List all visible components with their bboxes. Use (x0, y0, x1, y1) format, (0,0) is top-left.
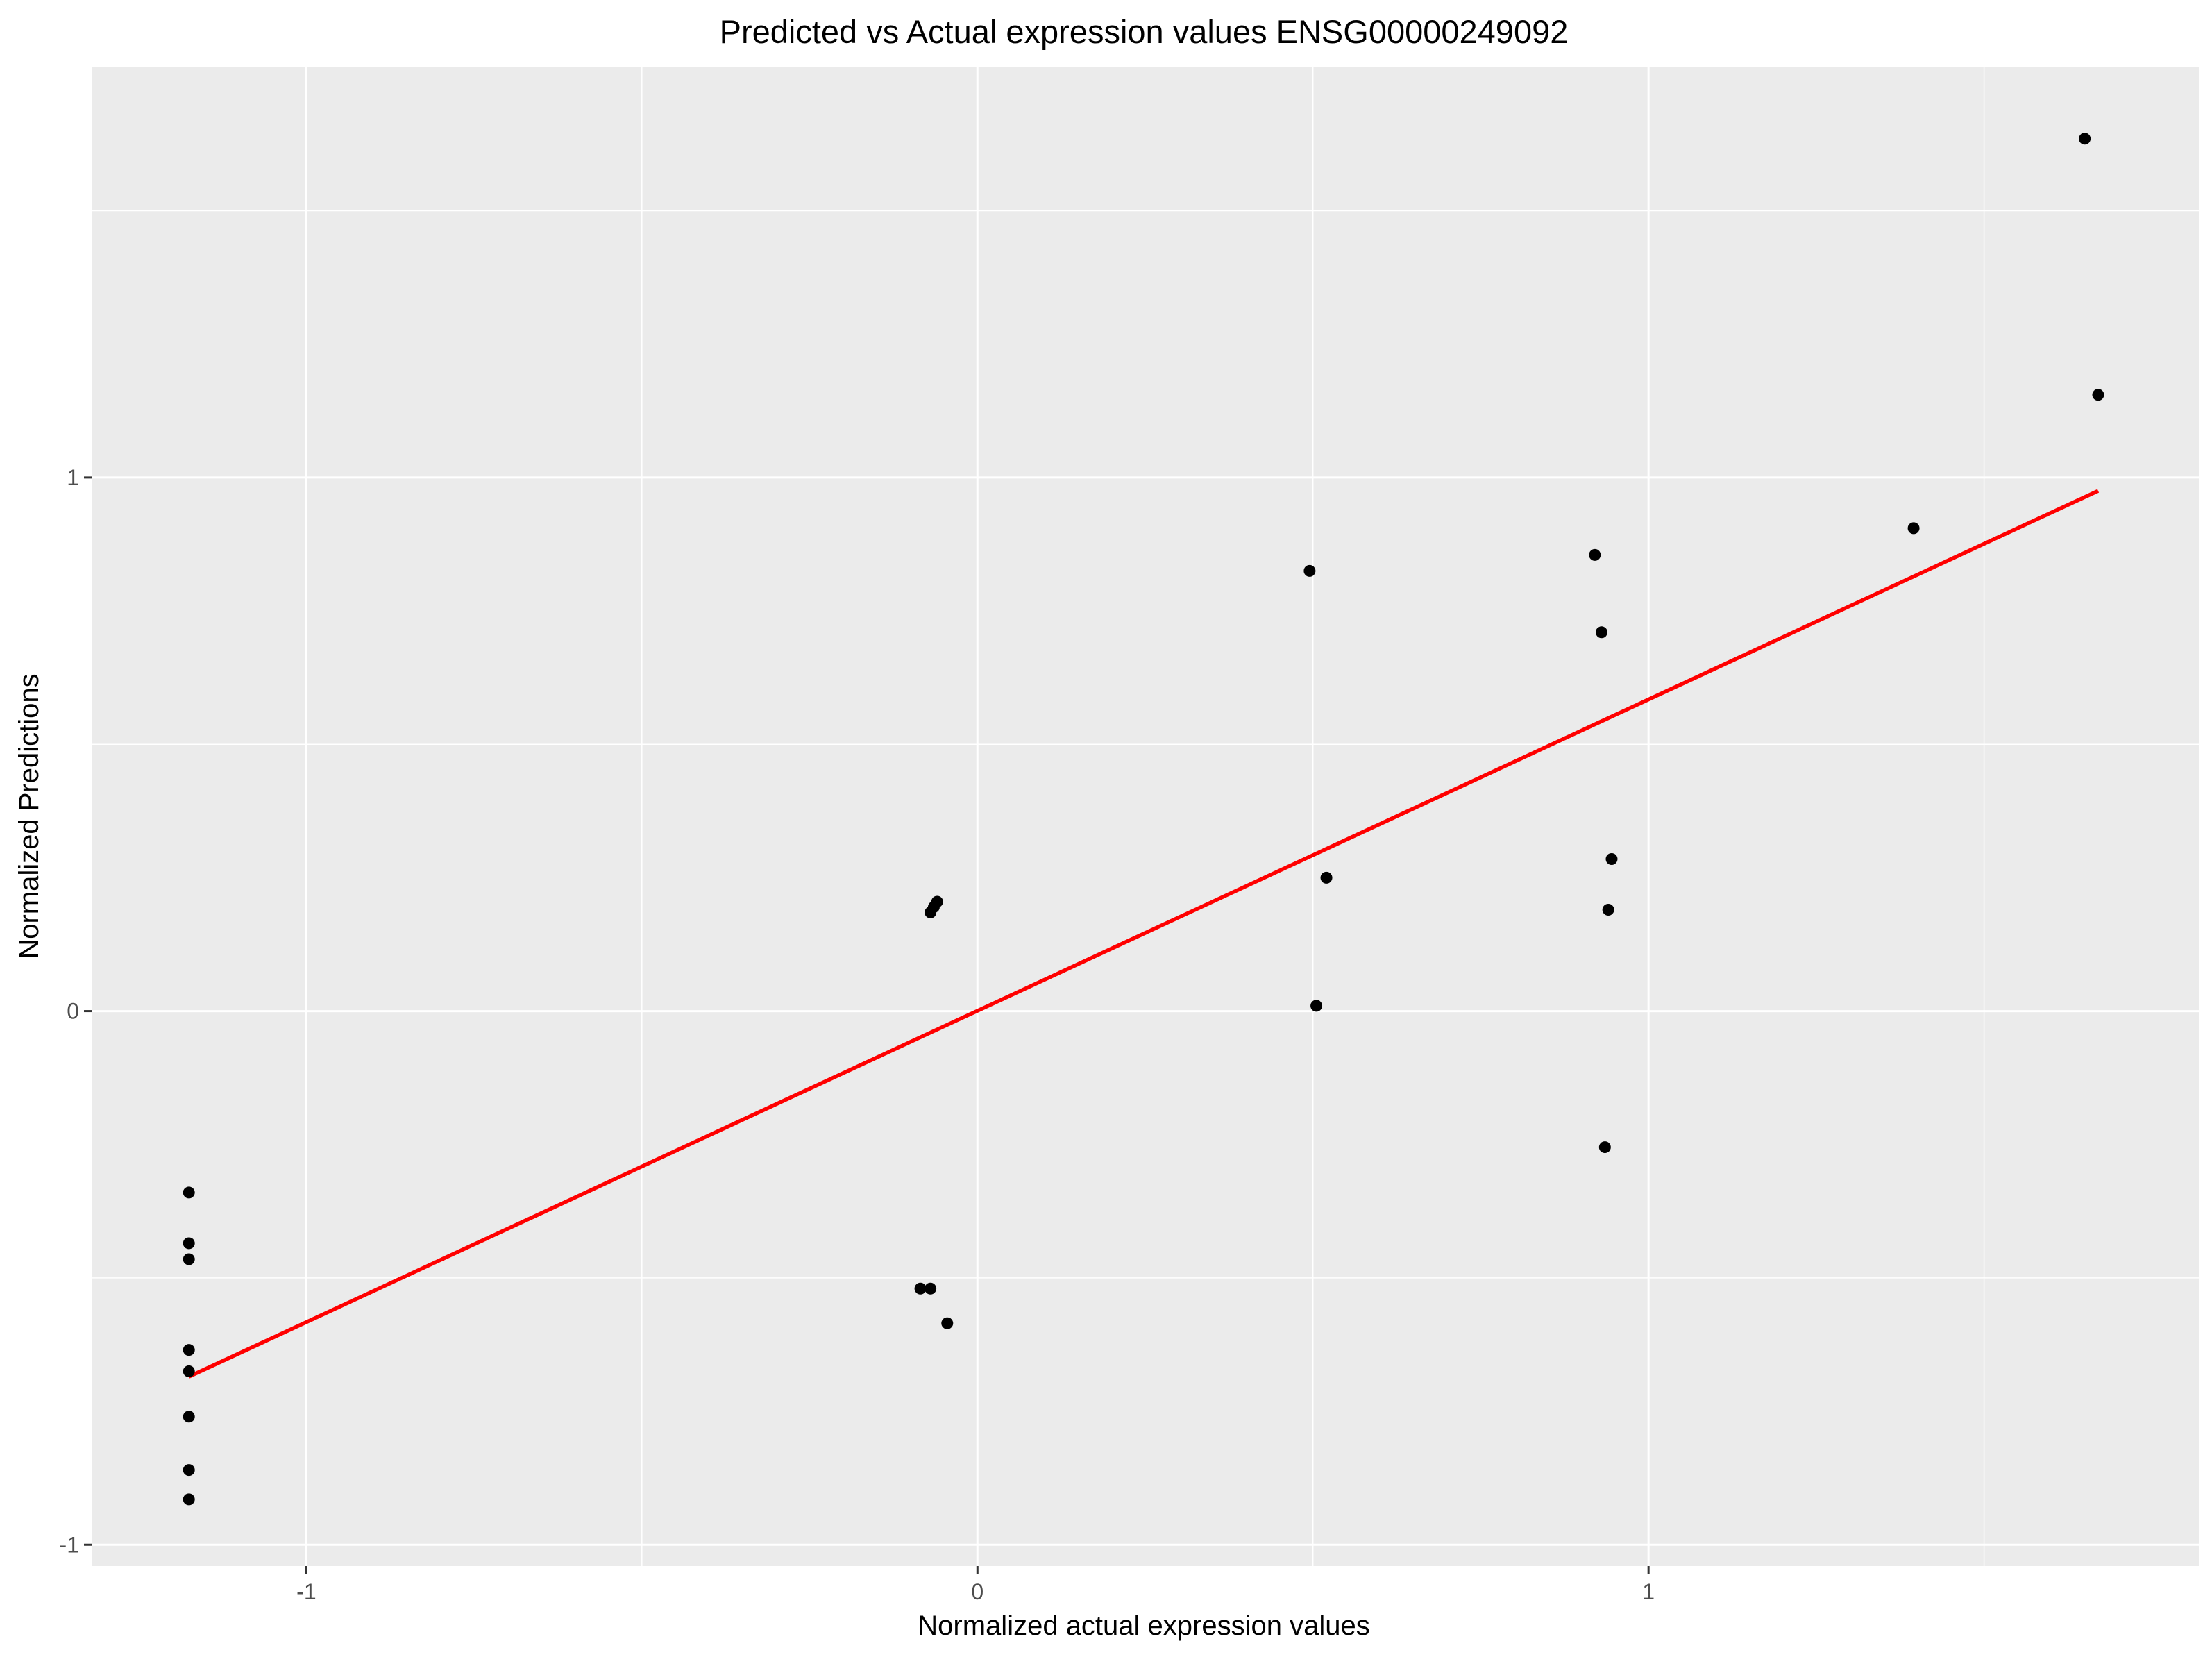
data-point (183, 1253, 195, 1265)
minor-gridlines (92, 67, 2199, 1566)
data-point (925, 1282, 937, 1295)
y-tick-label: 0 (67, 999, 79, 1024)
x-tick-label: 1 (1642, 1579, 1655, 1604)
data-point (1605, 852, 1618, 865)
data-point (2079, 133, 2091, 145)
data-point (1907, 522, 1920, 535)
data-point (931, 895, 943, 908)
data-point (941, 1317, 954, 1329)
regression-line (188, 489, 2100, 1379)
data-point (1310, 1000, 1323, 1012)
data-point (914, 1282, 927, 1295)
data-point (183, 1186, 195, 1199)
data-point (183, 1344, 195, 1356)
data-point (183, 1493, 195, 1506)
data-point (1595, 626, 1607, 639)
data-point (183, 1365, 195, 1377)
data-point (1598, 1141, 1611, 1154)
y-tick-label: 1 (67, 465, 79, 490)
data-point (2092, 389, 2104, 401)
x-tick-label: 0 (971, 1579, 983, 1604)
major-gridlines (92, 67, 2199, 1566)
x-tick-label: -1 (296, 1579, 316, 1604)
y-axis-title: Normalized Predictions (14, 673, 44, 959)
data-point (1303, 564, 1316, 577)
plot-panel (92, 67, 2199, 1566)
x-axis-title: Normalized actual expression values (918, 1610, 1369, 1641)
x-axis-ticks: -1 0 1 (296, 1566, 1655, 1604)
y-axis-ticks: -1 0 1 (60, 465, 92, 1557)
data-point (1320, 871, 1333, 884)
data-point (183, 1237, 195, 1250)
fit-line-layer (188, 489, 2100, 1379)
chart-title: Predicted vs Actual expression values EN… (720, 13, 1569, 50)
data-point (1602, 904, 1614, 916)
y-tick-label: -1 (60, 1532, 79, 1557)
data-point (183, 1411, 195, 1423)
data-points (183, 133, 2104, 1506)
data-point (1589, 548, 1601, 561)
data-point (183, 1464, 195, 1477)
